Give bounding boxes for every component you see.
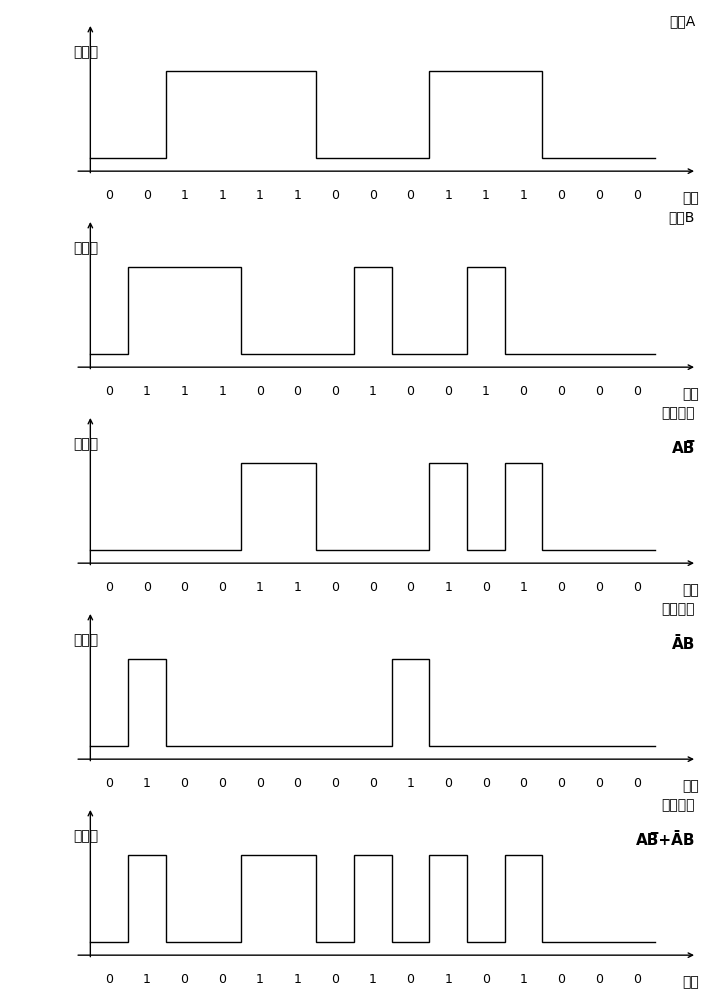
Text: 0: 0 (557, 189, 566, 202)
Text: 逻辑値: 逻辑値 (74, 829, 99, 843)
Text: 0: 0 (218, 581, 226, 594)
Text: 0: 0 (595, 385, 603, 398)
Text: 0: 0 (595, 777, 603, 790)
Text: 0: 0 (633, 581, 641, 594)
Text: 0: 0 (482, 777, 490, 790)
Text: 逻辑値: 逻辑値 (74, 45, 99, 59)
Text: 0: 0 (256, 777, 264, 790)
Text: 1: 1 (369, 385, 377, 398)
Text: 0: 0 (143, 581, 151, 594)
Text: 0: 0 (256, 385, 264, 398)
Text: 0: 0 (633, 777, 641, 790)
Text: 0: 0 (557, 385, 566, 398)
Text: 0: 0 (557, 777, 566, 790)
Text: 1: 1 (181, 189, 189, 202)
Text: 0: 0 (595, 189, 603, 202)
Text: 0: 0 (444, 777, 453, 790)
Text: 0: 0 (369, 189, 377, 202)
Text: 1: 1 (256, 973, 264, 986)
Text: 0: 0 (407, 581, 415, 594)
Text: 1: 1 (218, 385, 226, 398)
Text: 0: 0 (482, 581, 490, 594)
Text: 组合信号: 组合信号 (661, 602, 695, 616)
Text: 0: 0 (520, 385, 528, 398)
Text: 时间: 时间 (682, 191, 699, 205)
Text: 0: 0 (180, 581, 189, 594)
Text: 0: 0 (105, 189, 113, 202)
Text: 0: 0 (105, 777, 113, 790)
Text: 0: 0 (444, 385, 453, 398)
Text: 逻辑値: 逻辑値 (74, 437, 99, 451)
Text: 1: 1 (294, 581, 302, 594)
Text: 0: 0 (407, 385, 415, 398)
Text: 1: 1 (520, 973, 528, 986)
Text: 0: 0 (180, 973, 189, 986)
Text: 0: 0 (369, 581, 377, 594)
Text: 输出信号: 输出信号 (661, 798, 695, 812)
Text: 0: 0 (369, 777, 377, 790)
Text: 组合信号: 组合信号 (661, 406, 695, 420)
Text: 逻辑値: 逻辑値 (74, 241, 99, 255)
Text: 0: 0 (633, 385, 641, 398)
Text: 0: 0 (520, 777, 528, 790)
Text: 时间: 时间 (682, 975, 699, 989)
Text: 1: 1 (444, 581, 452, 594)
Text: 0: 0 (331, 385, 339, 398)
Text: 1: 1 (482, 189, 490, 202)
Text: 1: 1 (294, 189, 302, 202)
Text: 0: 0 (105, 385, 113, 398)
Text: 0: 0 (294, 385, 302, 398)
Text: 1: 1 (482, 385, 490, 398)
Text: 0: 0 (557, 581, 566, 594)
Text: 逻辑値: 逻辑値 (74, 633, 99, 647)
Text: 1: 1 (143, 973, 151, 986)
Text: AB̅: AB̅ (671, 441, 695, 456)
Text: 1: 1 (218, 189, 226, 202)
Text: 0: 0 (180, 777, 189, 790)
Text: 时间: 时间 (682, 779, 699, 793)
Text: 0: 0 (557, 973, 566, 986)
Text: 0: 0 (482, 973, 490, 986)
Text: 0: 0 (633, 973, 641, 986)
Text: 0: 0 (407, 189, 415, 202)
Text: 0: 0 (105, 973, 113, 986)
Text: 0: 0 (105, 581, 113, 594)
Text: 1: 1 (369, 973, 377, 986)
Text: 1: 1 (520, 581, 528, 594)
Text: 信号A: 信号A (669, 14, 695, 28)
Text: 0: 0 (407, 973, 415, 986)
Text: 1: 1 (407, 777, 415, 790)
Text: 0: 0 (218, 777, 226, 790)
Text: 1: 1 (444, 973, 452, 986)
Text: 时间: 时间 (682, 583, 699, 597)
Text: 1: 1 (294, 973, 302, 986)
Text: 0: 0 (294, 777, 302, 790)
Text: 时间: 时间 (682, 387, 699, 401)
Text: 1: 1 (181, 385, 189, 398)
Text: 1: 1 (143, 777, 151, 790)
Text: 1: 1 (143, 385, 151, 398)
Text: 1: 1 (444, 189, 452, 202)
Text: 0: 0 (331, 189, 339, 202)
Text: 0: 0 (143, 189, 151, 202)
Text: 0: 0 (633, 189, 641, 202)
Text: ĀB: ĀB (671, 637, 695, 652)
Text: 0: 0 (331, 581, 339, 594)
Text: AB̅+ĀB: AB̅+ĀB (636, 833, 695, 848)
Text: 0: 0 (331, 973, 339, 986)
Text: 信号B: 信号B (669, 210, 695, 224)
Text: 0: 0 (218, 973, 226, 986)
Text: 0: 0 (595, 973, 603, 986)
Text: 0: 0 (331, 777, 339, 790)
Text: 1: 1 (520, 189, 528, 202)
Text: 1: 1 (256, 189, 264, 202)
Text: 1: 1 (256, 581, 264, 594)
Text: 0: 0 (595, 581, 603, 594)
